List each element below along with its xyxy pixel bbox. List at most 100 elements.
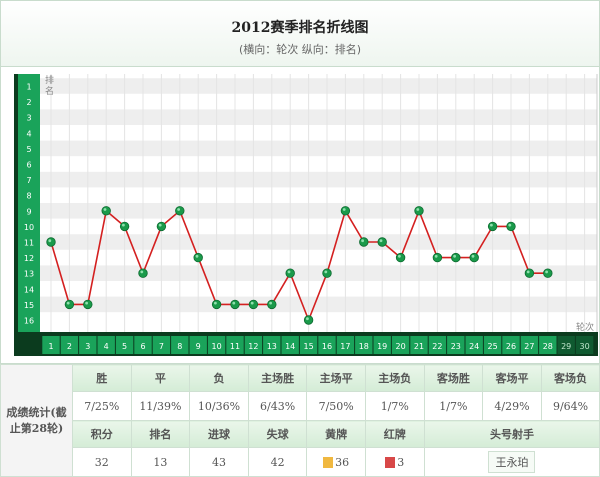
data-point-highlight xyxy=(66,301,70,305)
x-tick-cell xyxy=(263,336,281,354)
x-tick-label: 24 xyxy=(469,342,479,351)
x-tick-cell xyxy=(281,336,299,354)
data-point xyxy=(377,237,387,247)
data-point-highlight xyxy=(158,223,162,227)
value-points: 32 xyxy=(72,447,132,477)
data-point-highlight xyxy=(140,270,144,274)
data-point xyxy=(395,252,406,263)
season-stats-table: 成绩统计(截止第28轮) 胜 平 负 主场胜 主场平 主场负 客场胜 客场平 客… xyxy=(0,364,600,477)
y-tick-label: 4 xyxy=(26,129,31,138)
value-top-scorer: 王永珀 xyxy=(423,447,600,477)
x-tick-label: 26 xyxy=(506,342,516,351)
data-point xyxy=(303,315,314,325)
data-point-highlight xyxy=(361,239,364,243)
top-scorer-name: 王永珀 xyxy=(488,451,536,473)
value-goals-against: 42 xyxy=(247,447,308,477)
x-tick-label: 1 xyxy=(48,342,53,351)
x-tick-label: 10 xyxy=(212,342,222,351)
header-away-losses: 客场负 xyxy=(540,364,600,392)
plot-band xyxy=(40,296,597,313)
data-point xyxy=(267,299,277,310)
data-point xyxy=(64,299,75,310)
x-tick-label: 22 xyxy=(432,342,442,351)
y-tick-label: 1 xyxy=(26,83,31,92)
data-point xyxy=(469,252,479,263)
plot-band xyxy=(40,203,597,219)
data-point-highlight xyxy=(434,254,438,258)
y-tick-label: 15 xyxy=(24,301,34,310)
data-point-highlight xyxy=(324,270,328,274)
y-tick-label: 12 xyxy=(24,254,34,263)
x-tick-label: 13 xyxy=(267,342,277,351)
x-tick-label: 25 xyxy=(488,342,498,351)
stats-label-text: 成绩统计(截止第28轮) xyxy=(6,405,67,435)
y-tick-label: 6 xyxy=(26,161,31,170)
value-rank: 13 xyxy=(130,447,191,477)
x-tick-cell xyxy=(575,336,594,354)
data-point-highlight xyxy=(103,208,107,211)
data-point xyxy=(119,221,130,232)
data-point xyxy=(359,237,369,247)
header-top-scorer: 头号射手 xyxy=(423,420,600,448)
data-point xyxy=(46,237,56,247)
x-tick-cell xyxy=(520,336,539,354)
x-tick-cell xyxy=(391,336,410,354)
data-point-highlight xyxy=(490,223,493,227)
header-home-wins: 主场胜 xyxy=(247,364,308,392)
x-tick-label: 12 xyxy=(248,342,258,351)
data-point-highlight xyxy=(398,254,401,258)
plot-band xyxy=(40,234,597,250)
header-losses: 负 xyxy=(189,364,249,392)
y-tick-label: 10 xyxy=(24,223,34,232)
header-goals-against: 失球 xyxy=(247,420,308,448)
x-tick-label: 16 xyxy=(322,342,332,351)
x-tick-label: 5 xyxy=(122,342,127,351)
stats-label: 成绩统计(截止第28轮) xyxy=(0,364,73,477)
data-point xyxy=(322,268,332,278)
value-away-wins: 1/7% xyxy=(423,391,484,421)
x-tick-cell xyxy=(60,336,79,354)
red-card-icon xyxy=(385,457,396,468)
x-tick-cell xyxy=(539,336,557,354)
x-axis-label: 轮次 xyxy=(576,321,594,333)
header-wins: 胜 xyxy=(72,364,132,392)
x-tick-cell xyxy=(134,336,152,354)
x-tick-cell xyxy=(115,336,134,354)
x-tick-cell xyxy=(207,336,226,354)
x-tick-label: 15 xyxy=(304,342,314,351)
x-tick-label: 27 xyxy=(524,342,534,351)
y-tick-label: 2 xyxy=(26,98,31,107)
data-point-highlight xyxy=(526,270,530,274)
x-tick-label: 30 xyxy=(580,342,590,351)
data-point xyxy=(101,206,111,216)
y-tick-label: 14 xyxy=(24,285,34,294)
data-point xyxy=(138,268,148,278)
data-point-highlight xyxy=(416,208,420,211)
x-tick-label: 23 xyxy=(451,342,461,351)
data-point-highlight xyxy=(122,223,125,227)
yellow-card-count: 36 xyxy=(335,455,350,469)
data-point-highlight xyxy=(48,239,52,243)
x-tick-label: 8 xyxy=(177,342,182,351)
value-losses: 10/36% xyxy=(189,391,249,421)
x-tick-cell xyxy=(318,336,336,354)
x-tick-cell xyxy=(502,336,520,354)
x-tick-label: 2 xyxy=(67,342,72,351)
data-point xyxy=(451,252,461,263)
header-goals-for: 进球 xyxy=(189,420,249,448)
y-tick-label: 16 xyxy=(24,317,34,326)
x-tick-label: 19 xyxy=(377,342,387,351)
data-point xyxy=(506,221,516,232)
plot-band xyxy=(40,171,597,188)
y-tick-label: 5 xyxy=(26,145,31,154)
data-point xyxy=(211,299,222,310)
data-point-highlight xyxy=(379,239,383,243)
x-tick-label: 7 xyxy=(159,342,164,351)
header-points: 积分 xyxy=(72,420,132,448)
x-tick-cell xyxy=(483,336,502,354)
data-point-highlight xyxy=(287,270,291,274)
data-point xyxy=(340,206,351,216)
value-wins: 7/25% xyxy=(72,391,132,421)
value-away-draws: 4/29% xyxy=(482,391,542,421)
